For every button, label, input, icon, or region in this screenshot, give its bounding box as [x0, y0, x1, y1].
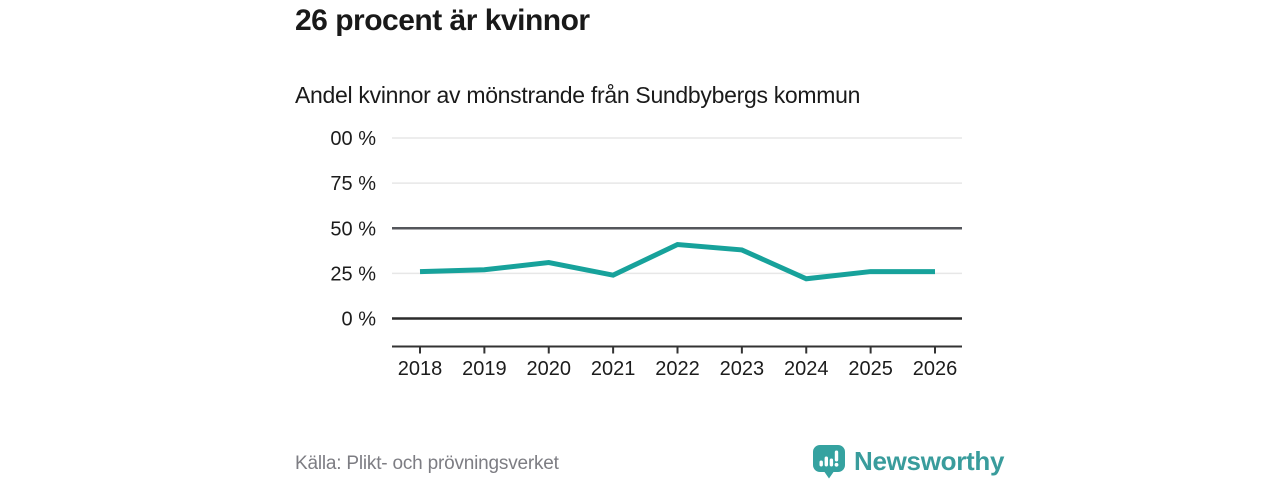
x-axis-label: 2020 — [527, 358, 572, 380]
x-axis-label: 2019 — [462, 358, 507, 380]
logo-exclamation-stem — [834, 450, 839, 462]
newsworthy-brand: Newsworthy — [812, 444, 1004, 479]
data-line-andel-kvinnor — [419, 241, 935, 282]
y-axis-label: 50 % — [330, 218, 376, 240]
y-axis-label: 75 % — [330, 173, 376, 195]
brand-name: Newsworthy — [854, 446, 1005, 476]
y-axis-label: 0 % — [342, 309, 377, 331]
x-axis-label: 2024 — [784, 358, 829, 380]
logo-bar-1 — [819, 460, 823, 467]
x-axis-label: 2025 — [848, 358, 893, 380]
x-axis-label: 2018 — [398, 358, 443, 380]
y-axis-label: 100 % — [330, 128, 376, 150]
chart-subtitle: Andel kvinnor av mönstrande från Sundbyb… — [295, 82, 861, 108]
source-note: Källa: Plikt- och prövningsverket — [295, 453, 559, 474]
x-axis-label: 2026 — [913, 358, 958, 380]
chart-title: 26 procent är kvinnor — [295, 4, 590, 37]
logo-bubble — [813, 445, 845, 479]
x-axis-label: 2021 — [591, 358, 636, 380]
logo-exclamation-dot — [834, 462, 839, 467]
bar-chart-speech-bubble-icon — [813, 445, 845, 479]
logo-bar-2 — [824, 456, 828, 467]
y-axis-label: 25 % — [330, 263, 376, 285]
x-axis-label: 2022 — [655, 358, 700, 380]
logo-bar-3 — [829, 458, 834, 467]
line-chart: 100 % 75 % 50 % 25 % 0 % 2018 2019 2020 2021 2022… — [330, 128, 962, 380]
x-axis-label: 2023 — [720, 358, 765, 380]
